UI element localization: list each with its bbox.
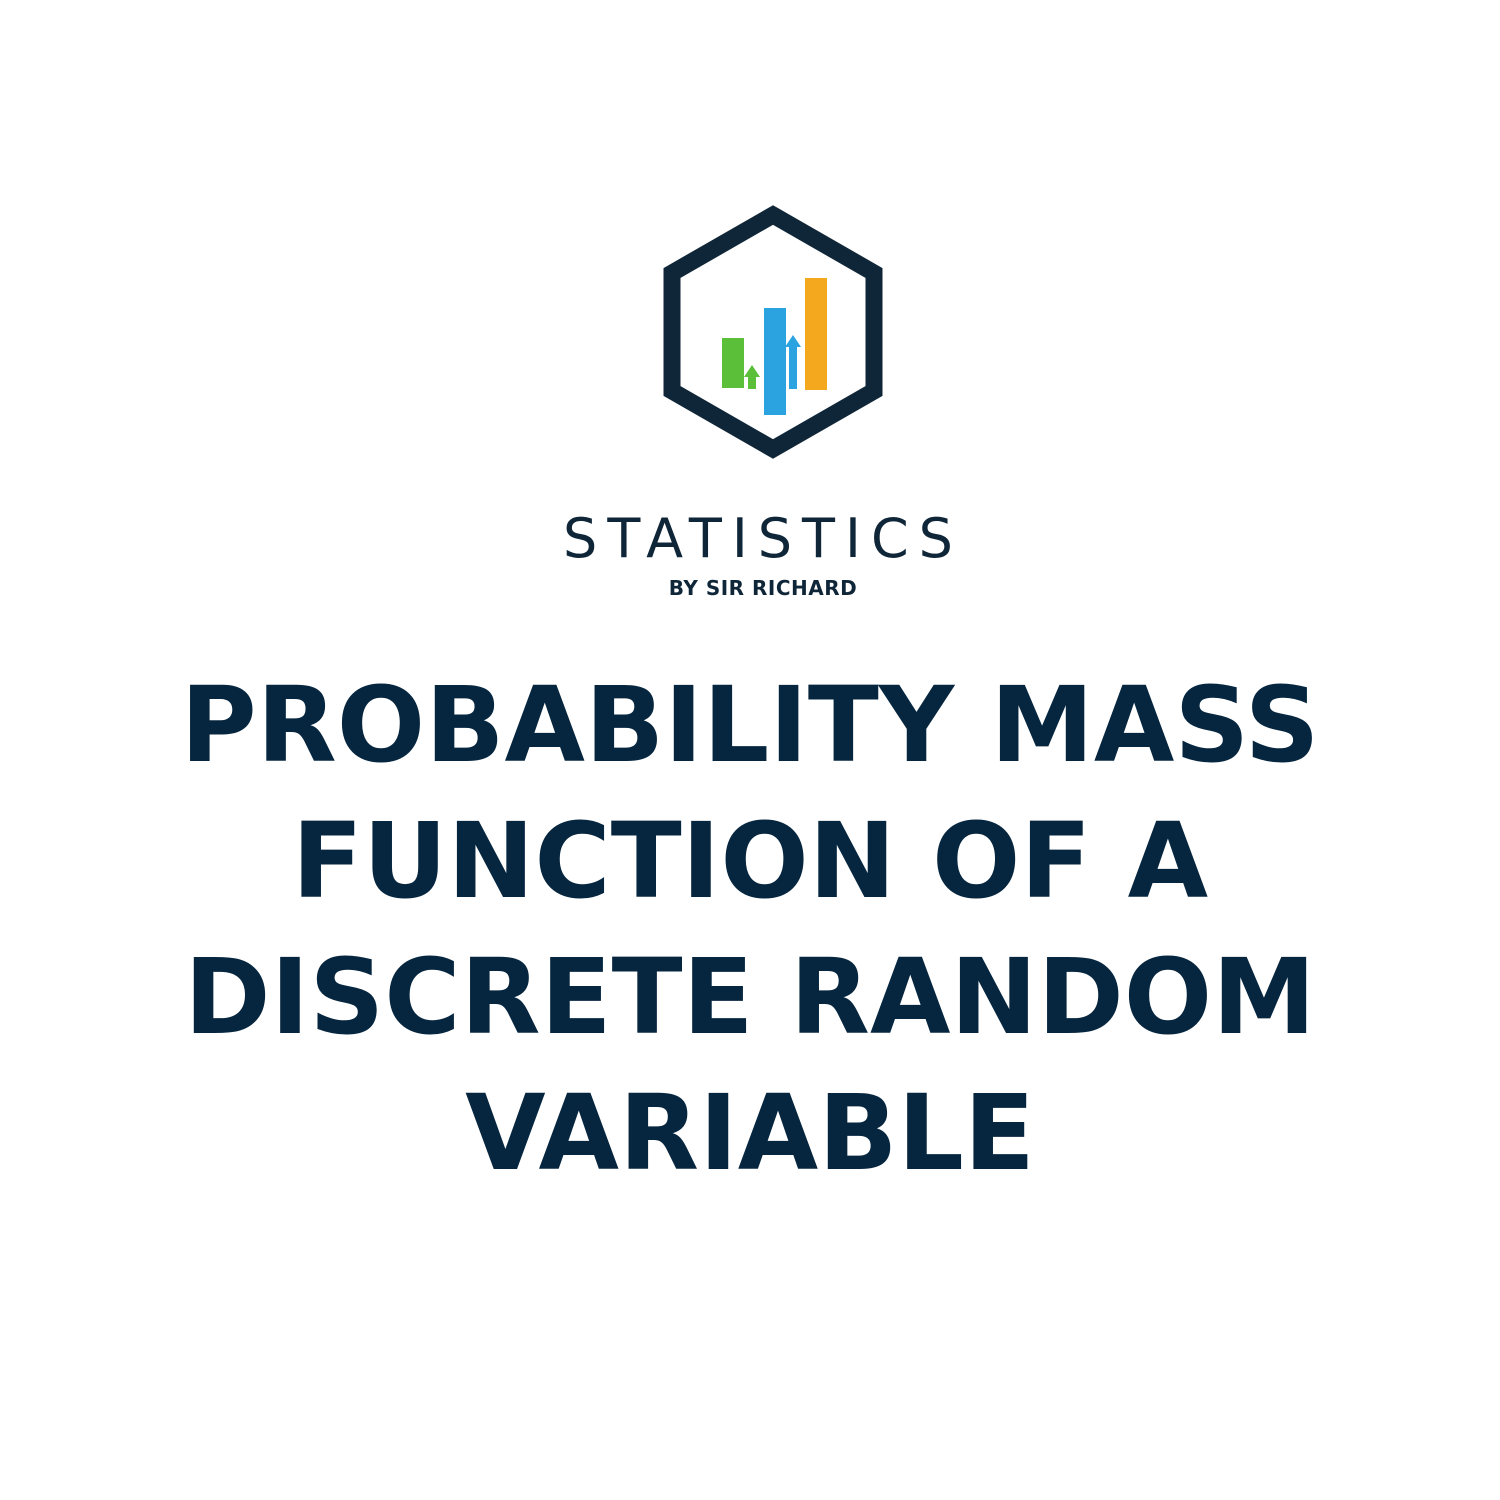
title-line-1: PROBABILITY MASS	[180, 664, 1320, 786]
brand-tagline: BY SIR RICHARD	[668, 576, 858, 600]
title-line-4: VARIABLE	[465, 1072, 1035, 1194]
title-line-3: DISCRETE RANDOM	[184, 936, 1316, 1058]
brand-name: STATISTICS	[563, 507, 963, 570]
page-title: PROBABILITY MASS FUNCTION OF A DISCRETE …	[0, 657, 1500, 1201]
hexagon-bar-chart-icon	[663, 205, 883, 459]
title-line-2: FUNCTION OF A	[291, 800, 1209, 922]
